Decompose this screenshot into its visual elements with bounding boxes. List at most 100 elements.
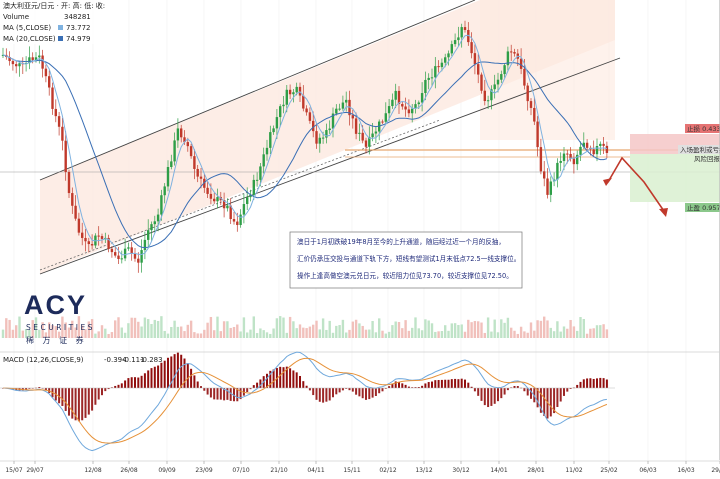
candle-body [41,55,44,69]
volume-bar [147,319,150,338]
volume-bar [496,332,500,338]
annotation-line-2: 汇价仍承压交投与通道下轨下方，短线有望测试1月末低点72.5一线支撑位。 [297,254,520,263]
volume-bar [566,328,569,338]
volume-bar [236,324,239,338]
candle-body [302,95,305,109]
macd-hist-bar [553,388,556,414]
volume-bar [123,332,127,338]
macd-hist-bar [308,388,311,391]
macd-hist-bar [64,388,67,411]
volume-bar [206,322,209,338]
macd-hist-bar [81,388,84,421]
macd-hist-bar [421,385,424,388]
ma5-swatch [58,25,63,30]
candle-body [490,89,493,101]
volume-bar [325,329,328,338]
macd-hist-bar [147,370,150,388]
logo-cn: 稀 万 证 券 [26,335,87,345]
candle-body [460,27,463,38]
volume-bar [156,321,160,338]
macd-hist-bar [180,354,183,388]
candle-body [582,142,585,147]
candle-body [199,176,203,179]
entry-label: 入场盈利或亏损 [680,145,720,154]
volume-bar [87,321,90,338]
macd-hist-bar [371,388,374,398]
volume-bar [213,330,216,338]
volume-bar [348,329,351,338]
candle-body [510,51,513,53]
candle-body [48,76,51,88]
logo-brand: ACY [24,290,87,320]
macd-hist-bar [516,386,519,388]
volume-bar [242,317,246,338]
x-tick-label: 06/03 [639,467,656,474]
macd-hist-bar [582,379,585,388]
candle-body [480,74,483,91]
macd-hist-bar [137,377,140,388]
volume-bar [424,319,427,338]
volume-bar [275,318,279,338]
volume-bar [81,325,84,338]
candle-body [569,153,572,159]
volume-bar [288,316,292,338]
volume-bar [114,320,117,338]
candle-body [259,166,262,180]
candle-body [84,237,87,242]
macd-hist-bar [355,388,358,395]
macd-hist-bar [203,388,206,391]
macd-hist-bar [384,388,387,389]
macd-value-3: -0.283 [140,356,163,364]
macd-hist-bar [368,388,371,400]
x-tick-label: 30/12 [452,467,469,474]
forecast-arrow-path [607,156,667,215]
volume-bar [404,320,407,338]
volume-bar [67,327,71,338]
macd-hist-bar [322,388,325,403]
volume-bar [127,323,130,338]
volume-bar [51,325,54,338]
volume-bar [437,331,440,338]
macd-hist-bar [596,378,598,388]
macd-hist-bar [315,388,318,400]
volume-bar [354,319,358,338]
candle-body [189,146,193,157]
macd-hist-bar [209,388,212,398]
candle-body [61,126,64,141]
macd-hist-bar [348,388,351,391]
candle-body [328,128,331,131]
volume-bar [8,319,11,338]
macd-hist-bar [38,387,41,388]
volume-bar [434,331,437,338]
volume-bar [199,333,203,338]
candle-body [585,142,589,148]
volume-bar [411,327,414,338]
volume-bar [549,327,552,338]
candle-body [595,146,599,155]
macd-value-1: -0.394 [104,356,127,364]
candle-body [285,89,288,105]
x-tick-label: 23/09 [195,467,212,474]
volume-bar [579,317,582,338]
volume-bar [391,325,394,338]
volume-bar [417,328,420,338]
volume-bar [41,322,44,338]
volume-bar [183,331,186,338]
volume-bar [193,332,196,338]
volume-bar [572,326,576,338]
candle-body [486,100,490,102]
volume-bar [249,329,252,338]
macd-hist-bar [414,387,417,388]
risk-label: 风险回报比 [694,154,720,163]
volume-bar [44,332,48,338]
macd-hist-bar [292,370,295,388]
volume-bar [15,325,18,338]
macd-value-2: -0.111 [122,356,145,364]
volume-bar [444,325,447,338]
volume-bar [335,325,338,338]
candle-body [477,64,480,75]
macd-hist-bar [407,386,410,388]
macd-hist-bar [434,380,437,388]
candle-body [232,219,236,222]
macd-hist-bar [605,379,608,388]
